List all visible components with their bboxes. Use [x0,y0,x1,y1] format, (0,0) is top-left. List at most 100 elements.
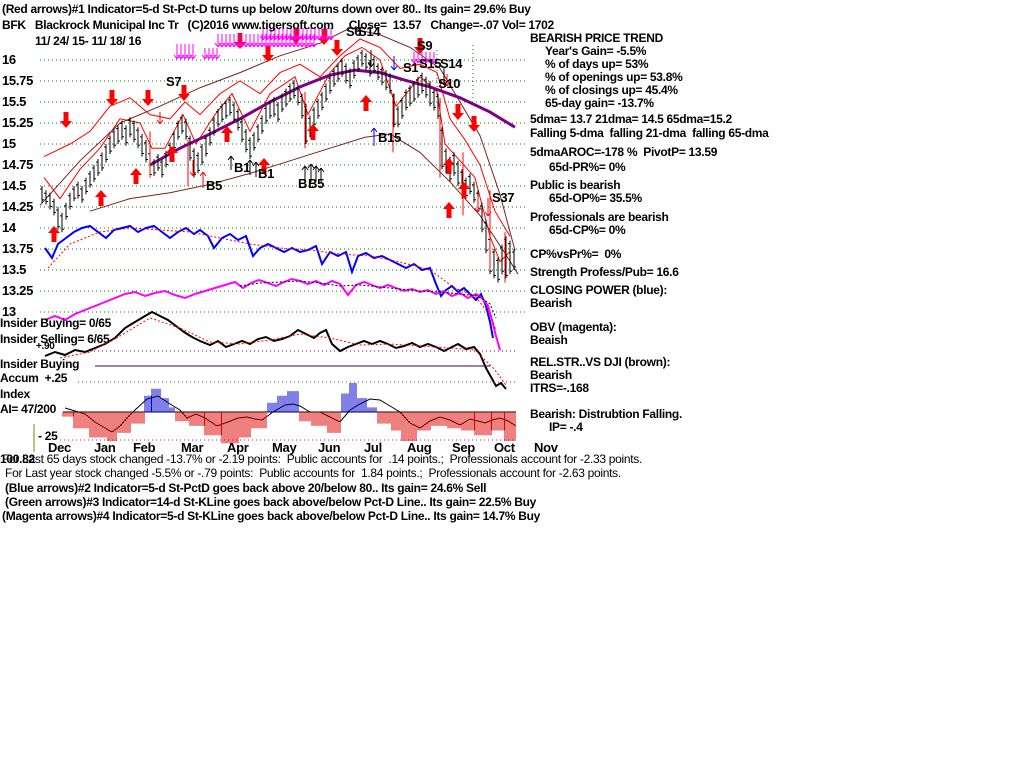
line [430,58,435,64]
line [185,54,190,60]
panel-line-11: 65d-OP%= 35.5% [549,191,642,205]
line [306,35,311,41]
line [246,42,251,48]
line [330,35,335,41]
line [237,42,242,48]
line [429,58,434,64]
red-down-arrow [106,90,118,106]
ticker-title: BFK Blackrock Municipal Inc Tr (C)2016 w… [2,18,554,32]
red-up-arrow [130,168,142,184]
month-Mar: Mar [181,440,204,455]
month-Sep: Sep [452,440,475,455]
price-tick-16: 16 [2,52,16,67]
line [301,165,306,171]
line [373,127,378,133]
line [278,35,283,41]
price-tick-15.75: 15.75 [2,73,34,88]
panel-line-19: Beaish [530,333,568,347]
price-tick-13: 13 [2,304,16,319]
month-May: May [272,440,297,455]
panel-line-17: Bearish [530,296,572,310]
line [205,54,210,60]
line [418,58,423,64]
line [299,35,304,41]
red-down-arrow [331,40,343,56]
line [287,35,292,41]
signal-label-B: B [298,176,308,191]
footer-line-5: (Magenta arrows)#4 Indicator=5-d St-KLin… [2,509,541,523]
line [234,42,239,48]
line [417,58,422,64]
line [302,42,307,48]
line [249,42,254,48]
line [274,35,279,41]
line [307,163,312,169]
line [246,159,251,165]
month-Jun: Jun [318,440,341,455]
line [302,35,307,41]
footer-line-0: 100.82 [0,452,35,466]
brown-upper-band [39,27,516,251]
panel-line-16: CLOSING POWER (blue): [530,283,668,297]
red-down-arrow [60,112,72,128]
price-tick-15.5: 15.5 [2,94,27,109]
red-down-arrow [452,104,464,120]
line [487,211,492,217]
line [318,35,323,41]
signal-label-B1: B1 [258,166,275,181]
line [250,42,255,48]
purple-65dma [149,68,516,167]
panel-line-22: ITRS=-.168 [530,381,589,395]
line [274,42,279,48]
left-label-6: AI= 47/200 [0,402,57,416]
line [263,35,268,41]
line [278,42,283,48]
panel-line-2: % of days up= 53% [545,57,649,71]
line [181,54,186,60]
month-Dec: Dec [48,440,71,455]
line [258,42,263,48]
line [226,42,231,48]
line [192,54,197,60]
signal-label-S7: S7 [166,74,182,89]
line [259,35,264,41]
left-label-7: - 25 [38,429,58,443]
line [304,165,309,171]
line [484,211,489,217]
left-label-5: Index [0,387,30,401]
line [283,35,288,41]
line [290,42,295,48]
panel-line-0: BEARISH PRICE TREND [530,31,663,45]
line [249,159,254,165]
line [289,42,294,48]
line [477,207,482,213]
line [282,42,287,48]
line [229,42,234,48]
line [390,65,395,71]
price-tick-13.25: 13.25 [2,283,34,298]
line [293,42,298,48]
red-up-arrow [458,182,470,198]
signal-label-B5: B5 [206,178,223,193]
signal-label-S1: S1 [403,60,419,75]
line [290,35,295,41]
panel-line-5: 65-day gain= -13.7% [545,96,654,110]
line [370,127,375,133]
line [225,42,230,48]
line [298,35,303,41]
left-label-0: Insider Buying= 0/65 [0,316,112,330]
month-Oct: Oct [494,440,515,455]
line [265,42,270,48]
month-Aug: Aug [407,440,432,455]
price-tick-14.5: 14.5 [2,178,27,193]
line [199,171,204,177]
line [285,42,290,48]
panel-line-4: % of closings up= 45.4% [545,83,678,97]
line [227,155,232,161]
line [323,35,328,41]
line [252,161,257,167]
date-range: 11/ 24/ 15- 11/ 18/ 16 [35,34,142,48]
line [410,58,415,64]
line [261,42,266,48]
